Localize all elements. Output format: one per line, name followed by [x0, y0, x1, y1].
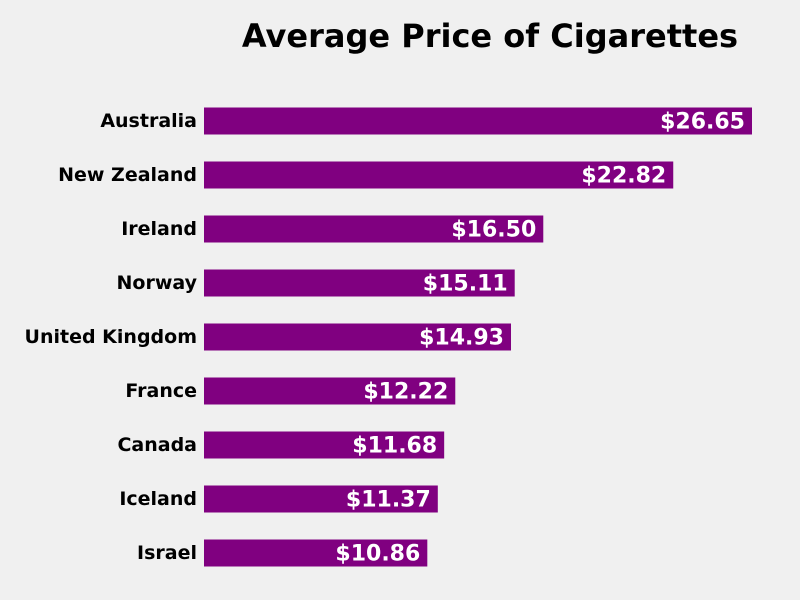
- y-tick-label: New Zealand: [58, 164, 197, 186]
- data-label: $11.37: [346, 488, 431, 513]
- y-tick-label: Norway: [117, 272, 198, 294]
- data-label: $11.68: [352, 434, 437, 459]
- bar-israel: [204, 539, 428, 567]
- chart-title: Average Price of Cigarettes: [242, 17, 738, 55]
- y-tick-label: United Kingdom: [25, 326, 197, 348]
- y-tick-label: Israel: [137, 542, 197, 564]
- bar-norway: [204, 269, 515, 297]
- bar-canada: [204, 431, 445, 459]
- bar-ireland: [204, 215, 544, 243]
- data-label: $26.65: [660, 110, 745, 135]
- data-label: $12.22: [363, 380, 448, 405]
- bar-new-zealand: [204, 161, 674, 189]
- data-label: $22.82: [581, 164, 666, 189]
- data-label: $15.11: [423, 272, 508, 297]
- bar-australia: [204, 107, 752, 135]
- bar-iceland: [204, 485, 438, 513]
- y-tick-label: Canada: [117, 434, 197, 456]
- data-label: $16.50: [451, 218, 536, 243]
- data-label: $14.93: [419, 326, 504, 351]
- bars-group: Australia $26.65 New Zealand $22.82 Ireland $…: [25, 107, 752, 567]
- y-tick-label: France: [125, 380, 197, 402]
- data-label: $10.86: [335, 542, 420, 567]
- bar-united-kingdom: [204, 323, 512, 351]
- bar-france: [204, 377, 456, 405]
- y-tick-label: Iceland: [119, 488, 197, 510]
- y-tick-label: Australia: [100, 110, 197, 132]
- y-tick-label: Ireland: [121, 218, 197, 240]
